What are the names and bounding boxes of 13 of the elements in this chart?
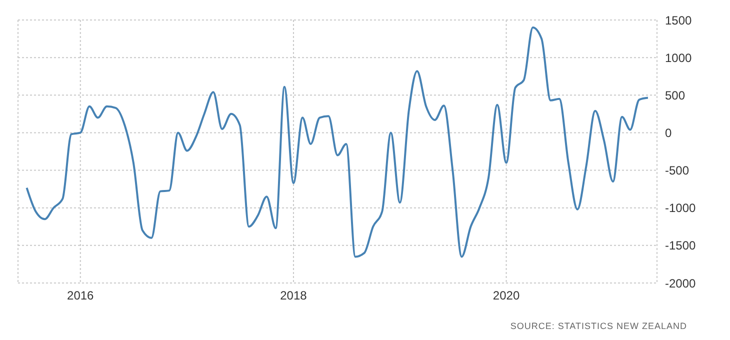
- y-tick-label: 500: [665, 88, 686, 102]
- x-tick-label: 2016: [67, 288, 94, 303]
- y-tick-label: -1000: [665, 201, 696, 216]
- y-tick-label: -500: [665, 164, 690, 178]
- y-tick-label: -2000: [665, 276, 696, 290]
- x-tick-label: 2018: [280, 288, 308, 303]
- y-tick-label: 1500: [665, 13, 692, 28]
- y-tick-label: 0: [665, 126, 672, 140]
- y-tick-label: 1000: [665, 50, 692, 65]
- y-tick-label: -1500: [665, 238, 696, 253]
- line-series: [26, 26, 649, 258]
- source-note: SOURCE: STATISTICS NEW ZEALAND: [509, 321, 688, 331]
- x-tick-label: 2020: [492, 288, 520, 303]
